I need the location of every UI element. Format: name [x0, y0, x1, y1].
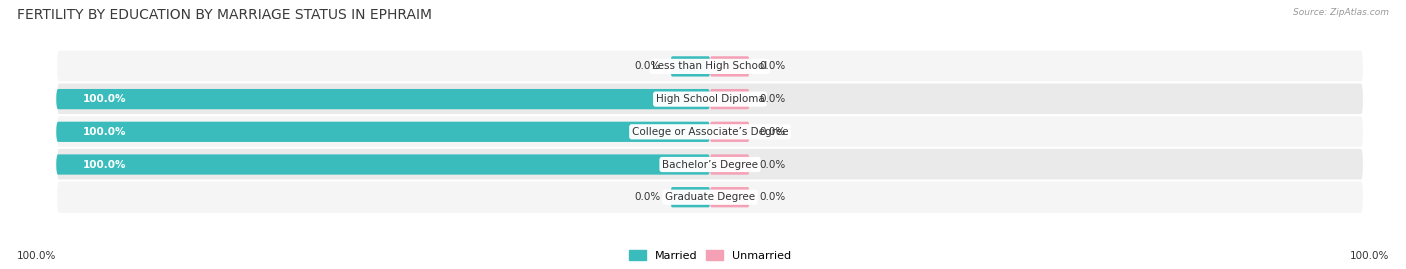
Text: 0.0%: 0.0%: [759, 160, 786, 169]
FancyBboxPatch shape: [56, 82, 1364, 116]
Text: 100.0%: 100.0%: [1350, 251, 1389, 261]
Text: 0.0%: 0.0%: [759, 61, 786, 71]
FancyBboxPatch shape: [56, 115, 1364, 148]
Text: College or Associate’s Degree: College or Associate’s Degree: [631, 127, 789, 137]
Legend: Married, Unmarried: Married, Unmarried: [627, 248, 793, 263]
Text: Bachelor’s Degree: Bachelor’s Degree: [662, 160, 758, 169]
FancyBboxPatch shape: [710, 56, 749, 77]
Text: 100.0%: 100.0%: [83, 127, 127, 137]
FancyBboxPatch shape: [56, 89, 710, 109]
FancyBboxPatch shape: [671, 56, 710, 77]
Text: 100.0%: 100.0%: [83, 160, 127, 169]
FancyBboxPatch shape: [671, 187, 710, 207]
FancyBboxPatch shape: [710, 154, 749, 175]
Text: 0.0%: 0.0%: [634, 61, 661, 71]
Text: Less than High School: Less than High School: [652, 61, 768, 71]
FancyBboxPatch shape: [56, 154, 710, 175]
FancyBboxPatch shape: [710, 187, 749, 207]
Text: 0.0%: 0.0%: [759, 94, 786, 104]
Text: 0.0%: 0.0%: [759, 192, 786, 202]
Text: 0.0%: 0.0%: [759, 127, 786, 137]
Text: 100.0%: 100.0%: [83, 94, 127, 104]
Text: 0.0%: 0.0%: [634, 192, 661, 202]
Text: Graduate Degree: Graduate Degree: [665, 192, 755, 202]
Text: Source: ZipAtlas.com: Source: ZipAtlas.com: [1294, 8, 1389, 17]
FancyBboxPatch shape: [56, 180, 1364, 214]
FancyBboxPatch shape: [56, 148, 1364, 181]
FancyBboxPatch shape: [56, 122, 710, 142]
Text: 100.0%: 100.0%: [17, 251, 56, 261]
FancyBboxPatch shape: [710, 89, 749, 109]
Text: FERTILITY BY EDUCATION BY MARRIAGE STATUS IN EPHRAIM: FERTILITY BY EDUCATION BY MARRIAGE STATU…: [17, 8, 432, 22]
FancyBboxPatch shape: [56, 50, 1364, 83]
FancyBboxPatch shape: [710, 122, 749, 142]
Text: High School Diploma: High School Diploma: [655, 94, 765, 104]
